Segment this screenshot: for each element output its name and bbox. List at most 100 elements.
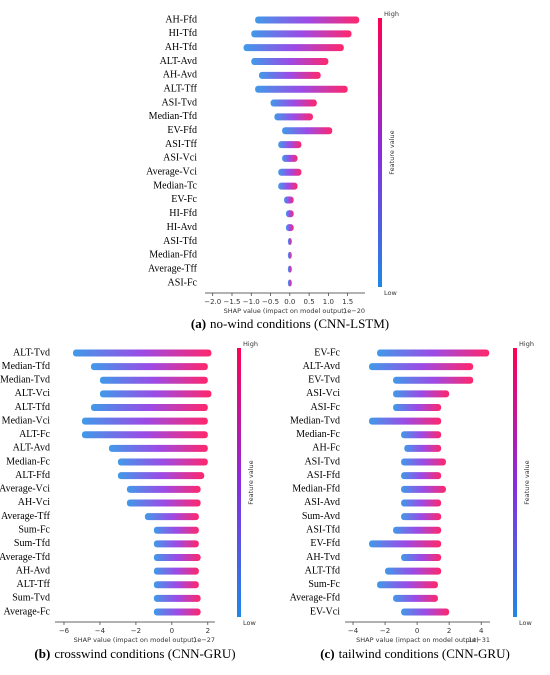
colorbar [378,18,382,287]
shap-spread [153,553,201,561]
feature-label: Median-Tvd [0,375,50,386]
feature-label: ALT-Avd [13,443,50,454]
colorbar-low: Low [519,619,532,627]
shap-spread [393,404,442,412]
shap-spread [393,376,474,384]
x-tick-label: −4 [348,627,359,635]
shap-spread [255,85,348,93]
caption-text: tailwind conditions (CNN-GRU) [339,646,510,661]
feature-label: ASI-Avd [304,497,340,508]
feature-label: ALT-Tfd [15,402,50,413]
shap-spread [369,417,442,425]
shap-spread [282,154,298,162]
shap-spread [393,594,438,602]
shap-spread [117,472,205,480]
feature-label: ASI-Ffd [307,470,340,481]
x-axis-label: SHAP value (impact on model output) [356,636,479,644]
shap-spread [258,71,321,79]
feature-label: ASI-Tvd [304,456,340,467]
caption: (b) crosswind conditions (CNN-GRU) [34,646,235,661]
feature-label: AH-Vci [18,497,50,508]
caption: (a) no-wind conditions (CNN-LSTM) [191,316,389,331]
caption-label: (a) [191,316,206,331]
x-tick-label: 0.0 [284,298,295,306]
feature-label: ALT-Tvd [13,347,50,358]
shap-spread [274,113,313,121]
feature-label: ASI-Fc [311,402,341,413]
shap-spread [404,444,442,452]
colorbar-high: High [243,340,258,348]
feature-label: ALT-Tff [163,84,197,95]
shap-spread [144,513,199,521]
shap-spread [401,431,442,439]
feature-label: EV-Fc [171,194,197,205]
feature-label: ASI-Tfd [163,236,197,247]
shap-spread [278,141,302,149]
shap-spread [287,279,292,287]
colorbar [513,348,517,617]
shap-spread [153,608,201,616]
x-tick-label: −0.5 [262,298,279,306]
colorbar-high: High [384,10,399,18]
x-offset: 1e−20 [343,307,365,315]
feature-label: Average-Fc [4,606,51,617]
x-axis-label: SHAP value (impact on model output) [74,636,197,644]
colorbar-label: Feature value [247,460,255,504]
colorbar [237,348,241,617]
shap-spread [377,581,438,589]
shap-spread [284,196,294,204]
feature-label: ALT-Tfd [305,565,340,576]
colorbar-label: Feature value [523,460,531,504]
feature-label: AH-Tfd [165,42,197,53]
shap-spread [278,168,302,176]
feature-label: Average-Tfd [0,552,50,563]
feature-label: AH-Avd [163,70,197,81]
x-tick-label: 0 [170,627,174,635]
shap-spread [270,99,317,107]
shap-spread [99,376,208,384]
feature-label: EV-Fc [314,347,340,358]
feature-label: ALT-Tff [16,579,50,590]
colorbar-high: High [519,340,534,348]
x-offset: 1e−31 [468,636,490,644]
shap-spread [251,58,329,66]
colorbar-low: Low [243,619,256,627]
shap-spread [385,567,442,575]
shap-spread [90,363,208,371]
shap-spread [153,567,199,575]
shap-spread [401,553,442,561]
shap-spread [401,513,442,521]
shap-spread [287,237,292,245]
feature-label: Average-Ffd [290,593,340,604]
feature-label: Average-Tff [148,263,198,274]
feature-label: ALT-Ffd [15,470,50,481]
x-tick-label: −1.5 [223,298,240,306]
colorbar-low: Low [384,289,397,297]
shap-spread [401,485,446,493]
feature-label: Median-Ffd [149,250,197,261]
feature-label: HI-Ffd [169,208,197,219]
feature-label: Median-Tfd [149,111,197,122]
shap-spread [153,526,199,534]
shap-spread [282,127,333,135]
feature-label: Median-Fc [296,429,340,440]
x-tick-label: 0.5 [304,298,315,306]
x-tick-label: −6 [59,627,70,635]
caption-label: (c) [320,646,334,661]
feature-label: Median-Tvd [290,415,340,426]
feature-label: Sum-Fc [18,525,50,536]
shap-spread [287,265,292,273]
shap-spread [126,499,201,507]
x-tick-label: 2 [447,627,451,635]
shap-spread [393,526,442,534]
x-tick-label: 1.5 [342,298,353,306]
shap-spread [401,608,450,616]
shap-spread [377,349,490,357]
feature-label: Sum-Avd [302,511,340,522]
feature-label: Average-Vci [0,484,50,495]
shap-spread [393,390,450,398]
shap-spread [401,499,442,507]
shap-spread [287,251,292,259]
feature-label: ASI-Tff [165,139,198,150]
feature-label: ALT-Vci [15,388,51,399]
